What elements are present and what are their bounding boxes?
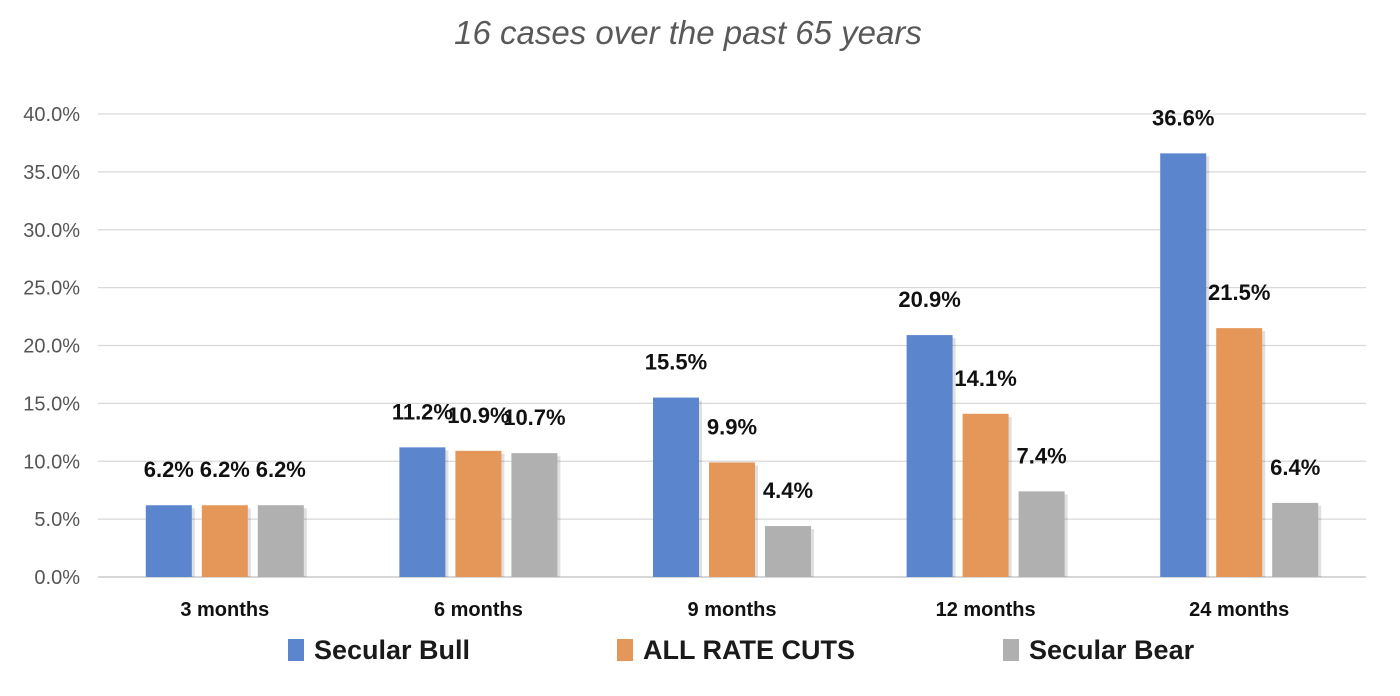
legend-swatch	[617, 639, 633, 661]
data-label: 20.9%	[898, 287, 960, 312]
y-tick-label: 25.0%	[23, 278, 80, 300]
data-label: 9.9%	[707, 414, 757, 439]
data-label: 11.2%	[392, 399, 453, 424]
x-tick-label: 24 months	[1189, 599, 1289, 621]
bar-secular-bull	[1160, 153, 1207, 578]
legend-item: Secular Bear	[1003, 628, 1194, 672]
y-tick-label: 40.0%	[23, 104, 80, 126]
x-tick-label: 9 months	[688, 599, 777, 621]
data-label: 36.6%	[1152, 105, 1214, 130]
data-label: 6.4%	[1270, 455, 1320, 480]
data-label: 6.2%	[144, 457, 194, 482]
data-label: 6.2%	[200, 457, 250, 482]
legend-item: Secular Bull	[288, 628, 470, 672]
x-tick-label: 12 months	[936, 599, 1036, 621]
data-label: 4.4%	[763, 478, 813, 503]
x-tick-label: 6 months	[434, 599, 523, 621]
data-label: 21.5%	[1208, 280, 1270, 305]
bar-secular-bear	[511, 453, 558, 577]
y-tick-label: 20.0%	[23, 336, 80, 358]
legend-label: ALL RATE CUTS	[643, 634, 855, 665]
legend-label: Secular Bear	[1029, 634, 1195, 665]
y-tick-label: 30.0%	[23, 220, 80, 242]
bar-all-rate-cuts	[455, 450, 502, 577]
y-tick-label: 10.0%	[23, 451, 80, 473]
x-axis-ticks: 3 months 6 months 9 months 12 months 24 mont…	[180, 599, 1289, 621]
bar-all-rate-cuts	[201, 505, 248, 577]
y-tick-label: 15.0%	[23, 393, 80, 415]
bar-secular-bull	[399, 447, 446, 577]
data-label: 15.5%	[645, 350, 707, 375]
data-label: 10.9%	[447, 403, 509, 428]
data-label: 6.2%	[256, 457, 306, 482]
data-labels: 6.2% 6.2% 6.2%11.2%10.9%10.7%15.5%9.9%4.4%…	[144, 105, 1321, 503]
data-label: 14.1%	[954, 366, 1016, 391]
bar-all-rate-cuts	[1216, 328, 1263, 577]
bar-secular-bear	[1018, 491, 1065, 577]
chart-title: 16 cases over the past 65 years	[454, 14, 922, 51]
bar-secular-bull	[906, 335, 953, 577]
bar-secular-bull	[145, 505, 192, 577]
x-tick-label: 3 months	[180, 599, 269, 621]
data-label: 7.4%	[1017, 443, 1067, 468]
bar-secular-bull	[653, 397, 699, 577]
bar-secular-bear	[765, 526, 811, 577]
y-tick-label: 0.0%	[34, 567, 80, 589]
legend-swatch	[1003, 639, 1019, 661]
legend-item: ALL RATE CUTS	[617, 628, 855, 672]
y-axis-ticks: 0.0% 5.0% 10.0% 15.0% 20.0% 25.0% 30.0% 35.0% 40…	[23, 104, 80, 589]
bar-secular-bear	[257, 505, 304, 577]
y-tick-label: 5.0%	[34, 509, 80, 531]
bars	[145, 153, 1322, 578]
bar-secular-bear	[1272, 502, 1319, 577]
bar-all-rate-cuts	[709, 462, 755, 577]
data-label: 10.7%	[503, 405, 565, 430]
legend-swatch	[288, 639, 304, 661]
bar-chart: 0.0% 5.0% 10.0% 15.0% 20.0% 25.0% 30.0% 35.0% 40…	[23, 104, 1366, 621]
bar-all-rate-cuts	[962, 413, 1009, 577]
legend-label: Secular Bull	[314, 634, 471, 665]
y-tick-label: 35.0%	[23, 162, 80, 184]
legend: Secular Bull ALL RATE CUTS Secular Bear	[0, 628, 1400, 672]
